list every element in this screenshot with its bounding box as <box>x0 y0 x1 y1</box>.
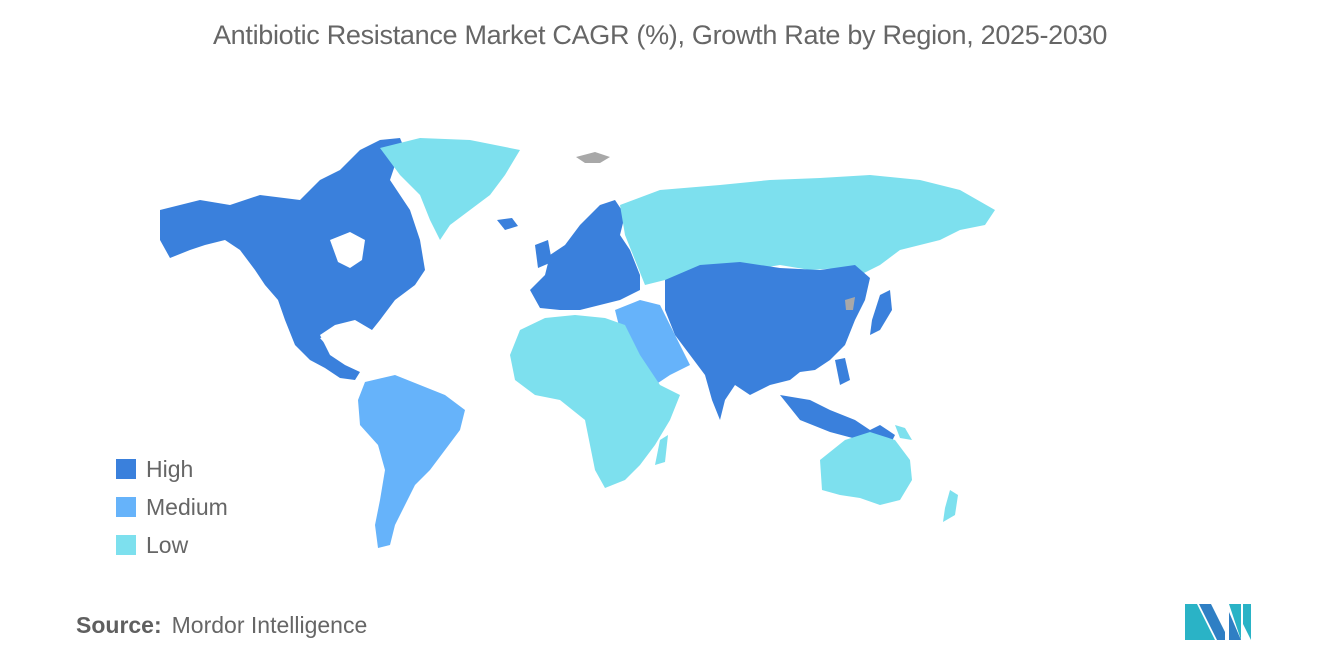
region-middle-east <box>615 300 690 385</box>
legend-swatch-low <box>116 535 136 555</box>
hudson-bay <box>330 232 365 268</box>
region-greenland <box>380 138 520 240</box>
legend-label: High <box>146 455 194 482</box>
region-madagascar <box>655 435 668 465</box>
region-australia <box>820 432 912 505</box>
region-philippines <box>835 358 850 385</box>
legend-swatch-high <box>116 459 136 479</box>
region-uk <box>535 240 552 268</box>
source-value: Mordor Intelligence <box>171 612 368 638</box>
region-south-america <box>358 375 465 548</box>
legend-item-medium: Medium <box>116 488 228 526</box>
region-iceland <box>497 218 518 230</box>
region-asia <box>665 262 870 420</box>
legend-item-low: Low <box>116 526 228 564</box>
legend-label: Medium <box>146 493 228 520</box>
region-japan <box>870 290 892 335</box>
source-line: Source: Mordor Intelligence <box>76 612 367 639</box>
region-africa <box>510 315 680 488</box>
region-north-korea <box>845 297 855 310</box>
region-papua <box>895 425 912 440</box>
legend-item-high: High <box>116 450 228 488</box>
legend: High Medium Low <box>116 450 228 564</box>
mordor-intelligence-logo <box>1185 604 1251 640</box>
region-svalbard <box>576 152 610 163</box>
region-europe <box>530 200 640 310</box>
chart-title: Antibiotic Resistance Market CAGR (%), G… <box>212 20 1108 50</box>
legend-label: Low <box>146 531 189 558</box>
legend-swatch-medium <box>116 497 136 517</box>
gulf-of-mexico <box>320 333 360 360</box>
region-indonesia <box>780 395 895 445</box>
source-label: Source: <box>76 612 162 638</box>
region-new-zealand <box>943 490 958 522</box>
region-north-america <box>160 138 425 380</box>
region-russia <box>620 175 995 285</box>
